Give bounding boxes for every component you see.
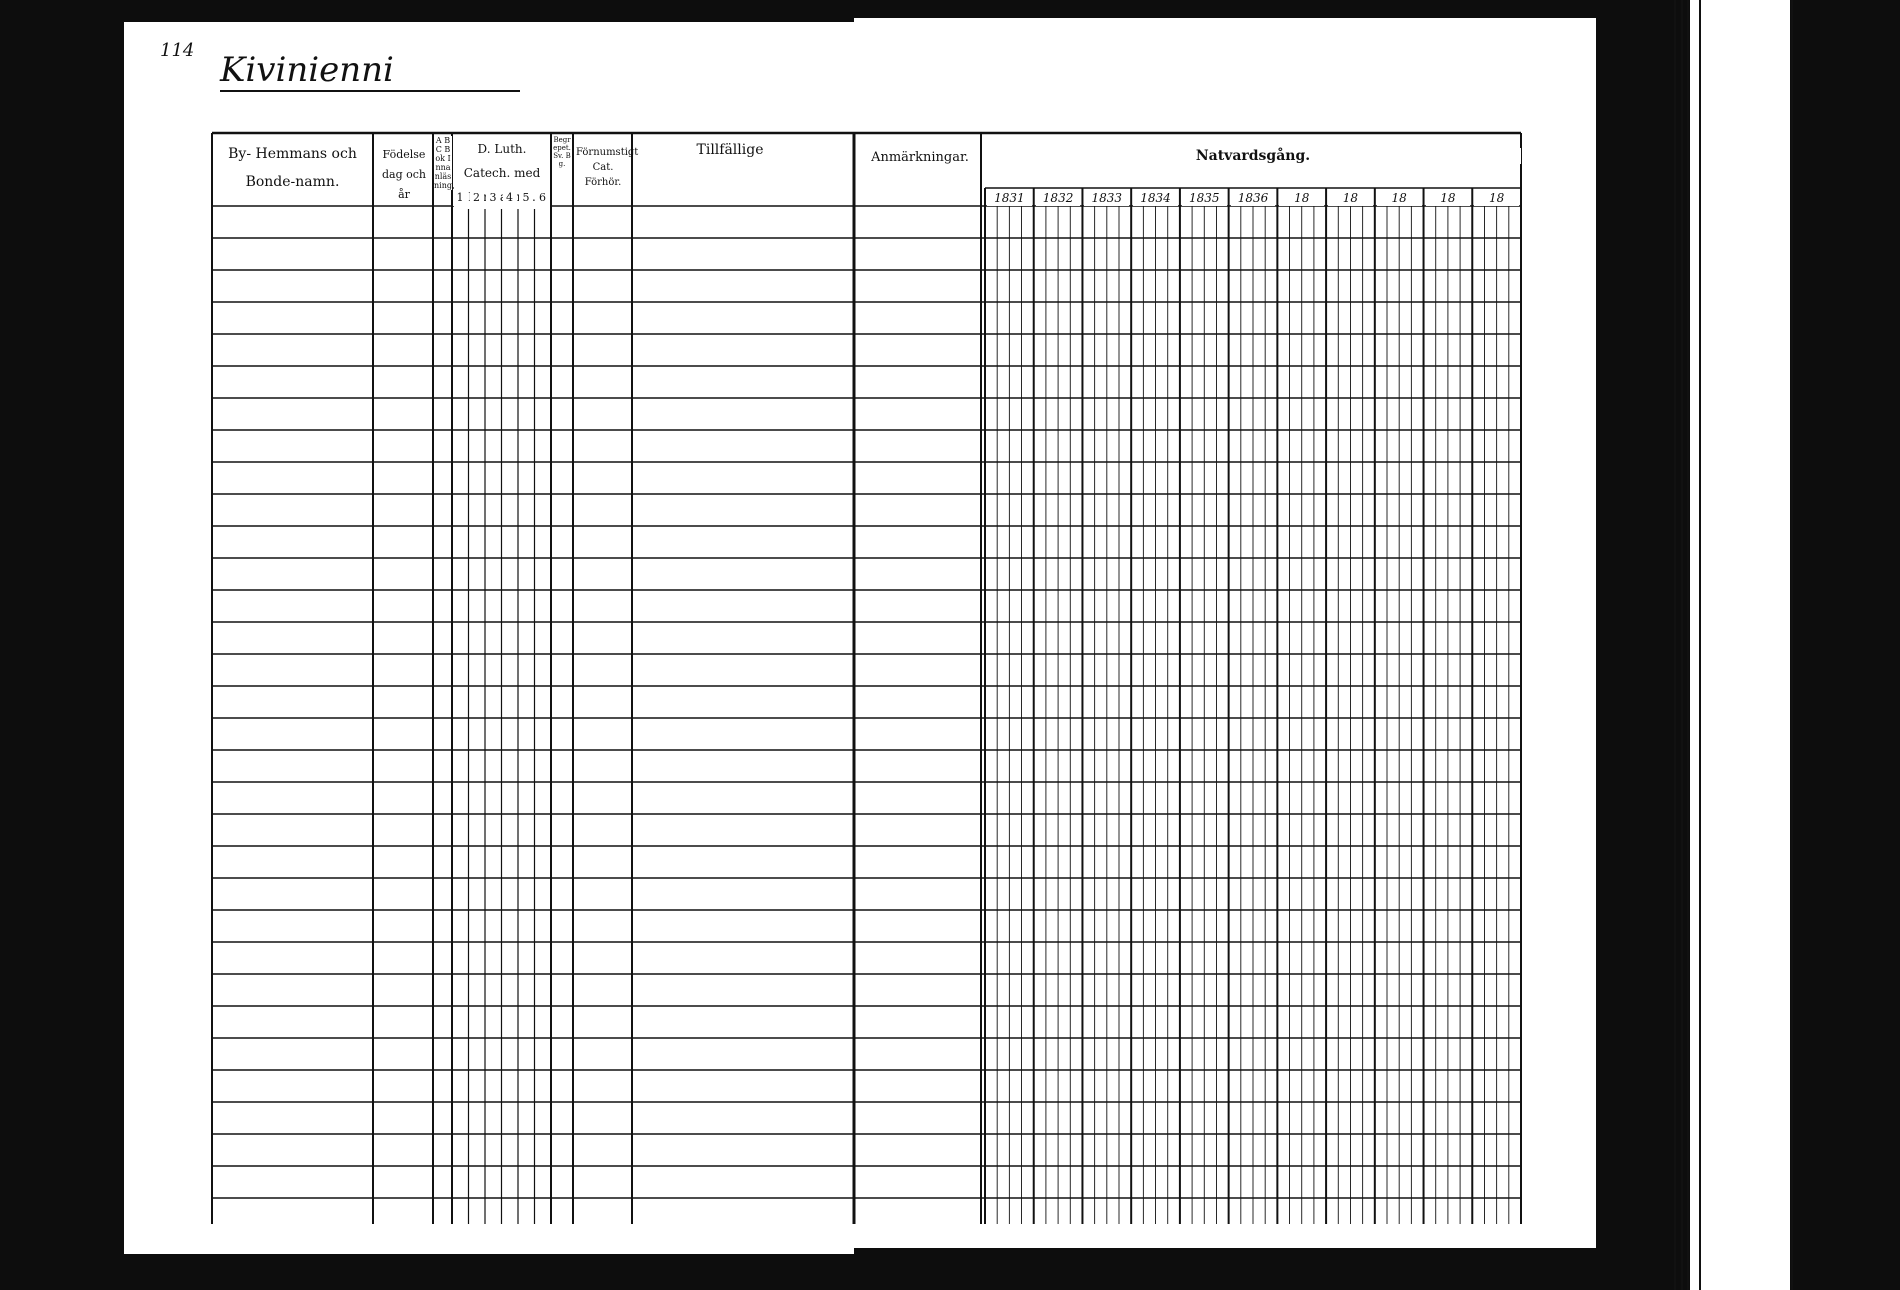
year-label: 18: [1328, 190, 1373, 206]
year-label: 18: [1425, 190, 1471, 206]
year-label: 1832: [1035, 190, 1081, 206]
year-label: 1836: [1230, 190, 1276, 206]
header-name: By- Hemmans och Bonde-namn.: [215, 140, 370, 196]
catechism-col-label: 2: [469, 190, 484, 206]
catechism-col-label: 5: [519, 190, 533, 206]
header-anmarkningar: Anmärkningar.: [860, 150, 980, 166]
header-birth: Födelse dag och år: [376, 145, 432, 205]
year-label: 18: [1376, 190, 1422, 206]
catechism-col-label: 4: [502, 190, 517, 206]
year-label: 1831: [987, 190, 1032, 206]
header-begrepet: Begrepet. Sv. Bg.: [553, 136, 571, 168]
place-name: Kivinienni: [220, 50, 520, 92]
header-abc: A B C Bok Innanläsning: [434, 136, 452, 190]
catechism-col-label: 3: [486, 190, 500, 206]
year-label: 18: [1474, 190, 1519, 206]
header-catechism: D. Luth. Catech. med Förklaring.: [454, 137, 550, 209]
left-page: [124, 22, 854, 1254]
catechism-col-label: 6: [535, 190, 550, 206]
page-number: 114: [160, 40, 195, 61]
year-label: 18: [1279, 190, 1325, 206]
header-forhor: Förnumstigt Cat. Förhör.: [576, 145, 639, 190]
catechism-col-label: 1: [453, 190, 467, 206]
header-tillfallige: Tillfällige: [640, 142, 820, 158]
year-label: 1833: [1084, 190, 1130, 206]
year-label: 1835: [1181, 190, 1227, 206]
year-label: 1834: [1133, 190, 1178, 206]
header-natvardsgang: Natvardsgång.: [985, 148, 1521, 164]
next-page-edge: [1690, 0, 1790, 1290]
